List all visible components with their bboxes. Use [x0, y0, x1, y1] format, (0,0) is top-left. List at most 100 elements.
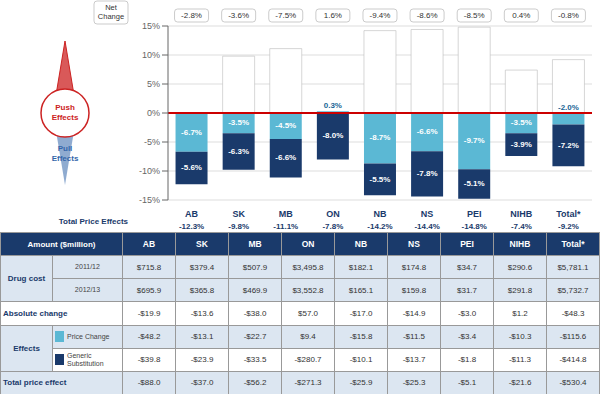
- html-text:-$10.3: -$10.3: [508, 332, 532, 342]
- svg-text:1.6%: 1.6%: [324, 11, 342, 20]
- html-text:$3,495.8: $3,495.8: [292, 262, 324, 272]
- html-text:Total*: Total*: [561, 239, 585, 250]
- html-text:-$23.9: -$23.9: [190, 355, 214, 365]
- html-text:$3,552.8: $3,552.8: [292, 285, 324, 295]
- svg-text:Effects: Effects: [52, 154, 79, 163]
- svg-text:Pull: Pull: [58, 144, 73, 153]
- svg-text:-12.3%: -12.3%: [179, 222, 204, 231]
- svg-text:-9.2%: -9.2%: [558, 222, 579, 231]
- svg-text:-5%: -5%: [144, 137, 160, 147]
- svg-text:-8.7%: -8.7%: [370, 133, 391, 142]
- svg-text:0.3%: 0.3%: [324, 101, 342, 110]
- html-text:NB: NB: [354, 239, 368, 250]
- svg-text:ON: ON: [326, 209, 340, 219]
- svg-text:-5.6%: -5.6%: [181, 163, 202, 172]
- svg-text:-3.6%: -3.6%: [228, 11, 249, 20]
- svg-text:-7.5%: -7.5%: [275, 11, 296, 20]
- html-text:$174.8: $174.8: [401, 262, 427, 272]
- svg-text:-14.2%: -14.2%: [367, 222, 392, 231]
- html-text:-$15.8: -$15.8: [349, 332, 373, 342]
- svg-text:-9.8%: -9.8%: [228, 222, 249, 231]
- svg-text:-8.0%: -8.0%: [322, 131, 343, 140]
- svg-text:-14.8%: -14.8%: [462, 222, 487, 231]
- html-text:$291.8: $291.8: [507, 285, 533, 295]
- html-text:$469.9: $469.9: [242, 285, 268, 295]
- svg-text:-2.8%: -2.8%: [181, 11, 202, 20]
- svg-text:-3.5%: -3.5%: [228, 118, 249, 127]
- svg-text:-11.1%: -11.1%: [273, 222, 298, 231]
- svg-text:Effects: Effects: [52, 113, 79, 122]
- html-text:-$13.1: -$13.1: [190, 332, 214, 342]
- html-text:$34.7: $34.7: [457, 262, 477, 272]
- html-text:ON: ON: [301, 239, 315, 250]
- svg-text:AB: AB: [185, 209, 198, 219]
- svg-text:-2.0%: -2.0%: [558, 103, 579, 112]
- svg-text:-9.7%: -9.7%: [464, 136, 485, 145]
- html-text:Drug cost: Drug cost: [7, 274, 46, 284]
- svg-text:-5.1%: -5.1%: [464, 179, 485, 188]
- html-text:-$48.2: -$48.2: [137, 332, 161, 342]
- svg-text:-3.9%: -3.9%: [511, 140, 532, 149]
- svg-text:-10%: -10%: [139, 166, 160, 176]
- html-text:$379.4: $379.4: [189, 262, 215, 272]
- html-text:AB: AB: [142, 239, 156, 250]
- html-text:-$22.7: -$22.7: [243, 332, 267, 342]
- svg-text:0.4%: 0.4%: [512, 11, 530, 20]
- html-text:-$3.4: -$3.4: [457, 332, 477, 342]
- svg-text:-6.6%: -6.6%: [275, 153, 296, 162]
- html-text:$5,732.7: $5,732.7: [557, 285, 589, 295]
- html-text:$182.1: $182.1: [348, 262, 374, 272]
- html-text:$695.9: $695.9: [136, 285, 162, 295]
- svg-text:NIHB: NIHB: [510, 209, 532, 219]
- svg-text:-7.8%: -7.8%: [322, 222, 343, 231]
- svg-text:0%: 0%: [147, 108, 160, 118]
- html-text:MB: MB: [248, 239, 262, 250]
- svg-text:SK: SK: [232, 209, 245, 219]
- svg-text:15%: 15%: [142, 21, 160, 31]
- svg-text:5%: 5%: [147, 79, 160, 89]
- svg-text:-7.4%: -7.4%: [511, 222, 532, 231]
- svg-text:-0.8%: -0.8%: [558, 11, 579, 20]
- html-text:Effects: Effects: [13, 343, 40, 353]
- svg-text:NS: NS: [421, 209, 434, 219]
- html-text:$507.9: $507.9: [242, 262, 268, 272]
- html-text:$365.8: $365.8: [189, 285, 215, 295]
- svg-text:Total Price Effects: Total Price Effects: [59, 217, 129, 226]
- svg-text:-7.8%: -7.8%: [417, 169, 438, 178]
- html-text:Amount ($million): Amount ($million): [27, 239, 96, 249]
- svg-text:-6.6%: -6.6%: [417, 127, 438, 136]
- html-text:-$11.5: -$11.5: [403, 332, 425, 342]
- svg-text:NB: NB: [374, 209, 387, 219]
- html-text:$5,781.1: $5,781.1: [557, 262, 589, 272]
- svg-text:-15%: -15%: [139, 195, 160, 205]
- html-text:$31.7: $31.7: [457, 285, 477, 295]
- svg-text:Change: Change: [98, 12, 124, 21]
- svg-text:MB: MB: [279, 209, 293, 219]
- svg-text:-4.5%: -4.5%: [275, 121, 296, 130]
- svg-text:10%: 10%: [142, 50, 160, 60]
- svg-text:Total*: Total*: [556, 209, 581, 219]
- html-text:SK: SK: [196, 239, 208, 250]
- svg-text:-9.4%: -9.4%: [370, 11, 391, 20]
- html-text:PEI: PEI: [460, 239, 474, 250]
- svg-text:-6.7%: -6.7%: [181, 128, 202, 137]
- svg-text:-7.2%: -7.2%: [558, 141, 579, 150]
- html-text:-$115.6: -$115.6: [559, 332, 587, 342]
- svg-text:-6.3%: -6.3%: [228, 147, 249, 156]
- html-text:$9.4: $9.4: [300, 332, 316, 342]
- svg-text:-14.4%: -14.4%: [414, 222, 439, 231]
- html-text:-$39.8: -$39.8: [137, 355, 161, 365]
- html-text:$715.8: $715.8: [136, 262, 162, 272]
- html-text:$159.8: $159.8: [401, 285, 427, 295]
- svg-text:-5.5%: -5.5%: [370, 175, 391, 184]
- html-text:NS: NS: [408, 239, 420, 250]
- svg-text:-8.5%: -8.5%: [464, 11, 485, 20]
- svg-text:Net: Net: [105, 3, 118, 12]
- svg-text:-8.6%: -8.6%: [417, 11, 438, 20]
- svg-text:PEI: PEI: [467, 209, 482, 219]
- html-text:$165.1: $165.1: [348, 285, 374, 295]
- html-text:$290.6: $290.6: [507, 262, 533, 272]
- html-text:NIHB: NIHB: [509, 239, 531, 250]
- svg-text:-3.5%: -3.5%: [511, 118, 532, 127]
- svg-text:Push: Push: [55, 103, 75, 112]
